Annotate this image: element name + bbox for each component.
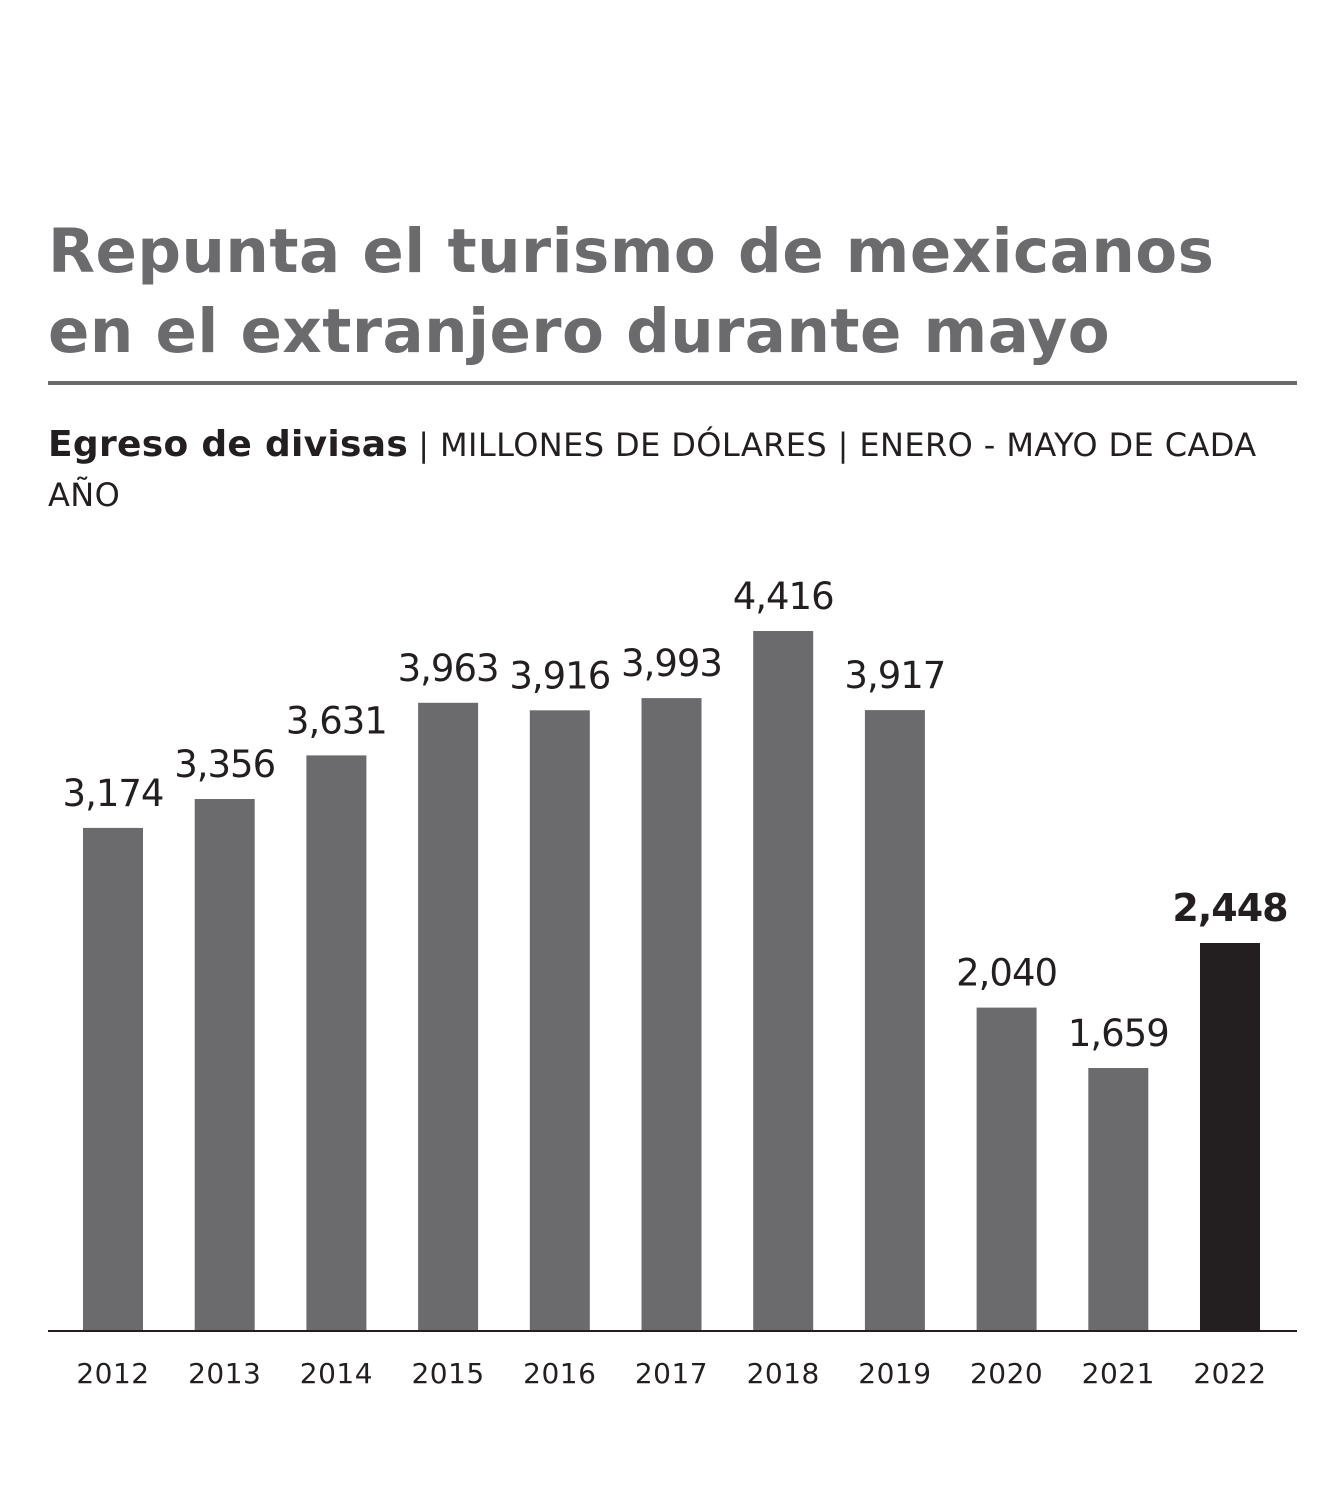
bar-2013	[194, 799, 255, 1331]
chart-subtitle: Egreso de divisas | MILLONES DE DÓLARES …	[48, 420, 1278, 520]
value-label-2013: 3,356	[174, 743, 275, 786]
category-label-2016: 2016	[523, 1357, 596, 1390]
value-label-2020: 2,040	[956, 952, 1057, 995]
bar-2022	[1200, 943, 1260, 1331]
category-label-2015: 2015	[411, 1357, 484, 1390]
title-divider	[48, 381, 1297, 385]
category-label-2021: 2021	[1082, 1357, 1155, 1390]
value-label-2017: 3,993	[621, 642, 722, 685]
category-label-2018: 2018	[747, 1357, 820, 1390]
bar-2021	[1088, 1068, 1149, 1331]
category-label-2020: 2020	[970, 1357, 1043, 1390]
category-label-2022: 2022	[1193, 1357, 1266, 1390]
category-label-2013: 2013	[188, 1357, 261, 1390]
value-label-2018: 4,416	[733, 575, 834, 618]
value-label-2014: 3,631	[286, 699, 387, 742]
bar-2019	[864, 710, 925, 1331]
value-label-2022: 2,448	[1172, 886, 1287, 930]
bar-2012	[83, 827, 143, 1331]
bar-2020	[976, 1007, 1037, 1331]
category-label-2017: 2017	[635, 1357, 708, 1390]
category-label-2012: 2012	[76, 1357, 149, 1390]
subtitle-measure: Egreso de divisas	[48, 424, 409, 465]
bar-2018	[753, 631, 814, 1331]
value-label-2019: 3,917	[844, 654, 945, 697]
bar-2017	[641, 698, 702, 1331]
subtitle-units: | MILLONES DE DÓLARES | ENERO - MAYO DE …	[48, 426, 1257, 514]
value-label-2021: 1,659	[1068, 1012, 1169, 1055]
bars-group	[83, 631, 1260, 1331]
value-label-2016: 3,916	[509, 654, 610, 697]
category-label-2019: 2019	[858, 1357, 931, 1390]
bar-2016	[529, 710, 590, 1331]
category-labels-group: 2012 2013 2014 2015 2016 2017 2018 2019 2020 2021…	[76, 1357, 1266, 1390]
value-label-2012: 3,174	[63, 772, 164, 815]
bar-2014	[306, 755, 367, 1331]
value-label-2015: 3,963	[398, 647, 499, 690]
category-label-2014: 2014	[300, 1357, 373, 1390]
bar-2015	[418, 702, 479, 1331]
chart-title: Repunta el turismo de mexicanos en el ex…	[48, 216, 1215, 367]
